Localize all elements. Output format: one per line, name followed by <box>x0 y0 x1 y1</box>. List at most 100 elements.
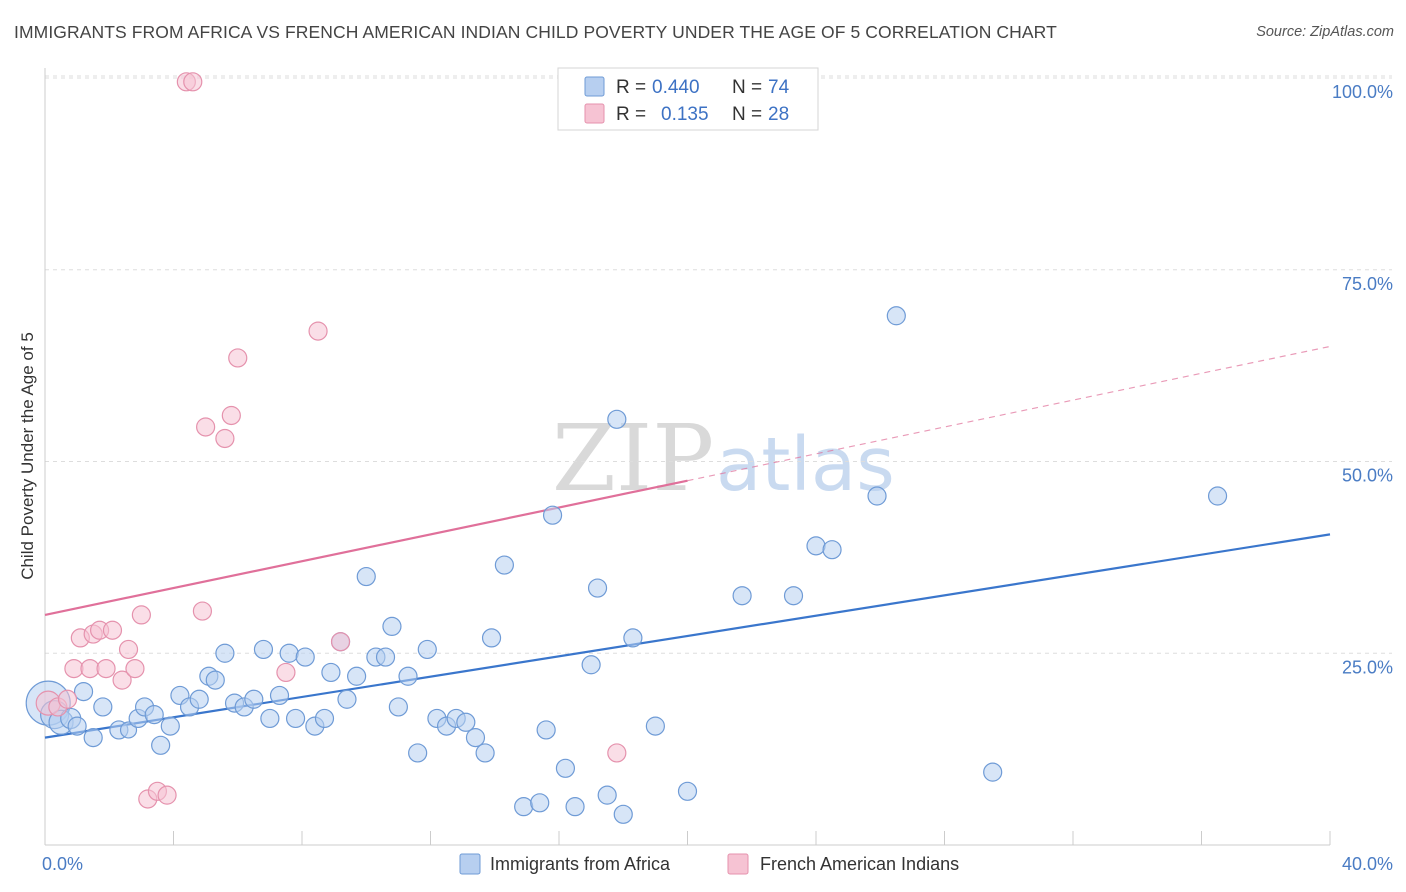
data-point-blue <box>151 735 171 755</box>
y-tick-label: 75.0% <box>1342 274 1393 294</box>
data-point-blue <box>530 793 550 813</box>
data-point-blue <box>613 804 633 824</box>
data-point-blue <box>269 685 290 706</box>
bottom-legend-swatch-blue <box>459 853 481 875</box>
data-point-pink <box>125 658 145 679</box>
data-point-pink <box>112 670 132 690</box>
bottom-legend-swatch-pink <box>727 853 749 875</box>
data-point-blue <box>260 708 280 729</box>
data-point-blue <box>205 670 225 690</box>
data-point-blue <box>886 306 906 326</box>
data-point-blue <box>253 639 274 660</box>
data-point-blue <box>732 586 752 606</box>
data-point-blue <box>475 743 495 763</box>
data-point-pink <box>64 658 84 679</box>
data-point-pink <box>183 72 203 92</box>
data-point-blue <box>555 758 576 778</box>
data-point-blue <box>215 643 235 663</box>
data-point-blue <box>398 666 418 686</box>
tick-labels: 25.0% 50.0% 75.0% 100.0% 0.0% 40.0% <box>42 82 1393 874</box>
data-point-pink <box>276 662 296 683</box>
y-tick-label: 25.0% <box>1342 657 1393 677</box>
y-tick-label: 100.0% <box>1332 82 1393 102</box>
data-point-blue <box>382 616 402 637</box>
data-point-pink <box>131 605 151 625</box>
data-point-blue <box>279 643 299 663</box>
data-point-blue <box>1207 486 1228 506</box>
data-point-blue <box>456 712 476 732</box>
data-point-blue <box>388 697 408 717</box>
trend-line-pink <box>44 479 688 616</box>
data-point-blue <box>822 540 842 560</box>
bottom-legend-label-blue: Immigrants from Africa <box>490 854 671 874</box>
legend-swatch-pink <box>584 103 605 124</box>
data-point-pink <box>102 620 123 640</box>
data-point-blue <box>347 666 367 686</box>
data-point-pink <box>221 405 241 426</box>
data-point-pink <box>308 321 328 341</box>
data-point-pink <box>607 743 627 763</box>
y-tick-label: 50.0% <box>1342 466 1393 486</box>
data-point-blue <box>285 708 306 729</box>
data-point-blue <box>514 797 534 817</box>
data-point-blue <box>337 689 357 709</box>
data-points <box>25 72 1228 824</box>
data-point-blue <box>356 566 376 587</box>
legend-bottom: Immigrants from Africa French American I… <box>459 853 959 875</box>
data-point-blue <box>144 705 164 725</box>
watermark: ZIP atlas <box>552 405 895 512</box>
data-point-pink <box>80 658 100 679</box>
data-point-blue <box>565 797 585 817</box>
data-point-pink <box>118 639 139 660</box>
legend-r-label-blue: R = <box>616 77 646 98</box>
data-point-blue <box>581 655 601 675</box>
data-point-pink <box>192 601 213 621</box>
data-point-blue <box>536 720 556 740</box>
data-point-blue <box>623 628 643 648</box>
data-point-blue <box>542 505 563 525</box>
data-point-blue <box>67 716 87 736</box>
data-point-blue <box>645 716 665 736</box>
data-point-blue <box>465 728 486 748</box>
data-point-pink <box>57 689 78 709</box>
data-point-blue <box>597 785 617 805</box>
data-point-blue <box>783 586 804 606</box>
legend-r-value-blue: 0.440 <box>652 77 700 98</box>
data-point-blue <box>587 578 608 598</box>
chart-title: IMMIGRANTS FROM AFRICA VS FRENCH AMERICA… <box>14 22 1057 42</box>
legend-top: R = 0.440 N = 74 R = 0.135 N = 28 <box>557 67 819 131</box>
legend-r-label-pink: R = <box>616 104 646 125</box>
x-tick-label: 40.0% <box>1342 854 1393 874</box>
data-point-blue <box>189 689 209 709</box>
watermark-atlas: atlas <box>716 422 895 508</box>
legend-n-label-blue: N = <box>732 77 762 98</box>
bottom-legend-label-pink: French American Indians <box>760 854 959 874</box>
y-axis-label: Child Poverty Under the Age of 5 <box>18 332 37 580</box>
legend-r-value-pink: 0.135 <box>661 104 709 125</box>
legend-n-value-pink: 28 <box>768 104 789 125</box>
grid <box>45 75 1392 654</box>
data-point-blue <box>375 647 396 667</box>
data-point-blue <box>494 555 514 575</box>
data-point-blue <box>677 781 698 801</box>
data-point-blue <box>321 662 341 683</box>
data-point-pink <box>330 632 351 652</box>
data-point-blue <box>160 716 180 736</box>
data-point-pink <box>228 348 248 368</box>
data-point-blue <box>244 689 264 709</box>
data-point-blue <box>73 681 94 702</box>
data-point-blue <box>295 647 315 667</box>
data-point-blue <box>83 728 103 748</box>
legend-n-value-blue: 74 <box>768 77 790 98</box>
data-point-blue <box>93 697 113 717</box>
chart-source: Source: ZipAtlas.com <box>1256 24 1394 40</box>
data-point-blue <box>314 708 335 729</box>
data-point-blue <box>481 628 502 648</box>
watermark-zip: ZIP <box>552 405 714 512</box>
legend-swatch-blue <box>584 76 605 97</box>
data-point-blue <box>607 409 627 429</box>
data-point-blue <box>806 536 826 556</box>
data-point-blue <box>983 762 1003 782</box>
data-point-blue <box>417 639 437 660</box>
